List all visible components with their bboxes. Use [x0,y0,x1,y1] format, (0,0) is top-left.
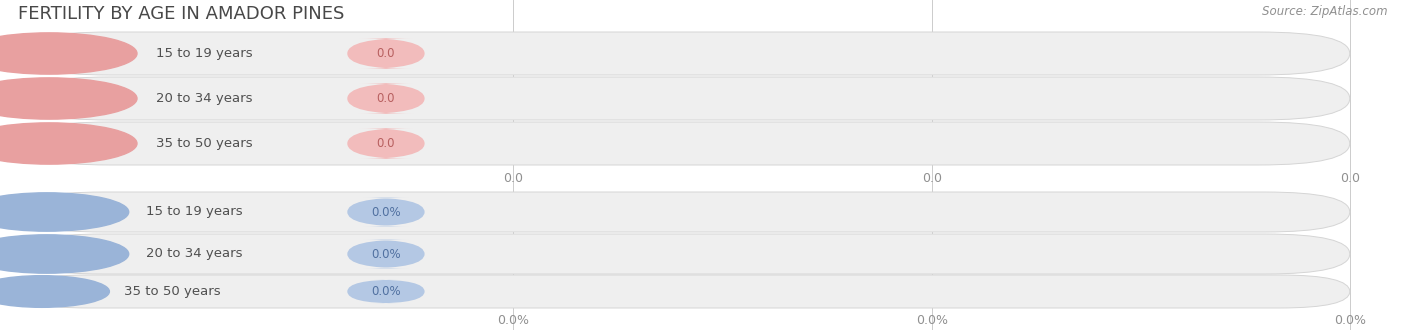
Text: 35 to 50 years: 35 to 50 years [156,137,252,150]
Circle shape [0,193,129,231]
Text: 0.0%: 0.0% [371,285,401,298]
FancyBboxPatch shape [18,122,1350,165]
FancyBboxPatch shape [18,275,1350,308]
FancyBboxPatch shape [347,198,425,226]
FancyBboxPatch shape [347,83,425,114]
Text: 0.0: 0.0 [1340,172,1360,184]
Circle shape [0,33,136,74]
Text: 0.0%: 0.0% [498,314,529,326]
Text: 0.0%: 0.0% [1334,314,1365,326]
FancyBboxPatch shape [18,192,1350,232]
Text: 15 to 19 years: 15 to 19 years [146,206,243,218]
FancyBboxPatch shape [18,32,1350,75]
FancyBboxPatch shape [347,280,425,303]
Text: FERTILITY BY AGE IN AMADOR PINES: FERTILITY BY AGE IN AMADOR PINES [18,5,344,23]
Text: 20 to 34 years: 20 to 34 years [156,92,252,105]
Text: 0.0%: 0.0% [917,314,948,326]
Text: 35 to 50 years: 35 to 50 years [124,285,221,298]
Text: 15 to 19 years: 15 to 19 years [156,47,252,60]
Circle shape [0,235,129,273]
FancyBboxPatch shape [347,38,425,69]
Text: 0.0: 0.0 [503,172,523,184]
Text: 20 to 34 years: 20 to 34 years [146,248,243,260]
Text: 0.0%: 0.0% [371,206,401,218]
FancyBboxPatch shape [18,234,1350,274]
FancyBboxPatch shape [18,77,1350,120]
FancyBboxPatch shape [347,128,425,159]
Text: 0.0: 0.0 [922,172,942,184]
Circle shape [0,276,110,307]
Circle shape [0,78,136,119]
Text: 0.0: 0.0 [377,47,395,60]
Text: Source: ZipAtlas.com: Source: ZipAtlas.com [1263,5,1388,18]
Circle shape [0,123,136,164]
Text: 0.0: 0.0 [377,137,395,150]
Text: 0.0: 0.0 [377,92,395,105]
Text: 0.0%: 0.0% [371,248,401,260]
FancyBboxPatch shape [347,240,425,268]
